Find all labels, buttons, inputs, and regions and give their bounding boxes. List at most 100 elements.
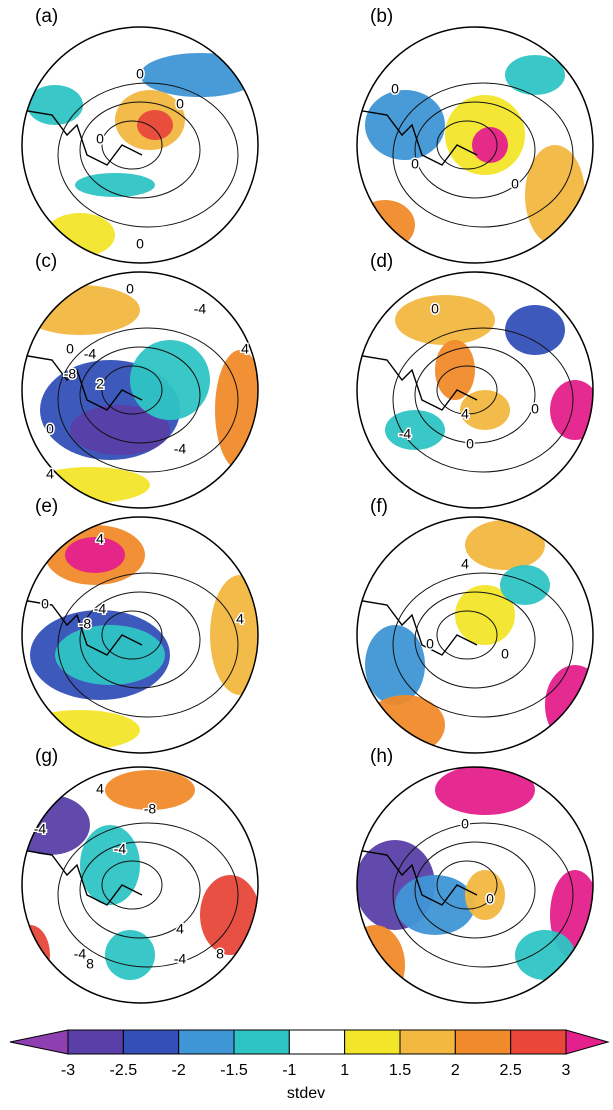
contour-label: 4 (96, 781, 104, 797)
panel-label: (c) (35, 251, 57, 272)
colorbar-tick-label: 2.5 (500, 1062, 522, 1079)
shading (385, 410, 445, 450)
contour-label: 2 (96, 376, 104, 392)
shading (395, 295, 495, 345)
contour-label: -8 (144, 801, 157, 817)
shading (365, 90, 445, 160)
contour-label: 0 (176, 96, 184, 112)
contour-label: -4 (84, 346, 97, 362)
colorbar-segment (179, 1030, 234, 1054)
map-panel (345, 765, 600, 1005)
contour-label: 4 (46, 466, 54, 482)
contour-label: 4 (241, 341, 249, 357)
colorbar-segment (123, 1030, 178, 1054)
shading (505, 305, 565, 355)
contour-label: -8 (64, 366, 77, 382)
map-panel (355, 55, 585, 250)
panel-label: (d) (370, 251, 393, 272)
contour-label: 0 (126, 281, 134, 297)
contour-label: -4 (34, 821, 47, 837)
contour-label: 4 (236, 611, 244, 627)
contour-label: -4 (174, 441, 187, 457)
colorbar-tick-label: -3 (61, 1062, 75, 1079)
contour-label: 0 (531, 401, 539, 417)
contour-label: -4 (174, 951, 187, 967)
contour-label: 0 (461, 816, 469, 832)
figure: stdev (a)0000(b)000(c)0-40-4-82-4044(d)0… (0, 0, 613, 1105)
contour-label: 4 (461, 556, 469, 572)
contour-label: 0 (431, 301, 439, 317)
contour-label: 0 (136, 66, 144, 82)
contour-label: 0 (41, 596, 49, 612)
contour-label: -4 (399, 426, 412, 442)
map-panel (22, 53, 260, 257)
colorbar-tick-label: 3 (562, 1062, 571, 1079)
contour-label: 0 (486, 891, 494, 907)
shading (472, 127, 508, 163)
colorbar-tick-label: -2.5 (110, 1062, 138, 1079)
shading (210, 575, 270, 695)
contour-label: -4 (94, 601, 107, 617)
contour-label: 0 (466, 436, 474, 452)
shading (140, 53, 260, 97)
shading (505, 55, 565, 95)
colorbar-segment (345, 1030, 400, 1054)
panel-label: (b) (370, 6, 393, 27)
panel-label: (g) (35, 746, 58, 767)
contour-label: 0 (511, 176, 519, 192)
contour-label: 0 (136, 236, 144, 252)
shading (355, 200, 415, 250)
shading (435, 765, 535, 815)
shading (65, 537, 125, 573)
shading (465, 870, 505, 920)
colorbar-tick-label: -1 (282, 1062, 296, 1079)
contour-label: 0 (391, 81, 399, 97)
shading (515, 930, 575, 980)
shading (545, 665, 605, 745)
shading (20, 285, 140, 335)
colorbar-segment (289, 1030, 344, 1054)
colorbar-segment (68, 1030, 123, 1054)
panel-label: (e) (35, 496, 58, 517)
contour-label: 0 (96, 131, 104, 147)
contour-label: -4 (114, 841, 127, 857)
contour-label: 0 (46, 421, 54, 437)
colorbar-tick-label: 1 (340, 1062, 349, 1079)
colorbar-segment (566, 1030, 608, 1054)
panel-label: (h) (370, 746, 393, 767)
contour-label: 0 (501, 646, 509, 662)
colorbar-tick-label: 1.5 (389, 1062, 411, 1079)
shading (137, 110, 173, 140)
contour-label: 0 (66, 341, 74, 357)
colorbar-segment (400, 1030, 455, 1054)
contour-label: 4 (176, 921, 184, 937)
colorbar-segment (10, 1030, 68, 1054)
shading (10, 925, 50, 985)
colorbar-tick-label: -1.5 (220, 1062, 248, 1079)
contour-label: -4 (194, 301, 207, 317)
shading (200, 875, 260, 955)
contour-label: 0 (411, 156, 419, 172)
contour-label: 8 (86, 956, 94, 972)
colorbar-tick-label: 2 (451, 1062, 460, 1079)
colorbar-segment (455, 1030, 510, 1054)
shading (435, 340, 475, 400)
contour-label: 8 (216, 946, 224, 962)
shading (345, 925, 405, 1005)
contour-label: 4 (461, 406, 469, 422)
contour-label: 4 (96, 531, 104, 547)
contour-label: -4 (74, 946, 87, 962)
panel-label: (a) (35, 6, 58, 27)
contour-label: -8 (79, 616, 92, 632)
shading (10, 795, 90, 855)
shading (465, 520, 545, 570)
shading (20, 710, 140, 750)
colorbar-label: stdev (287, 1085, 325, 1102)
map-panel (357, 520, 605, 755)
map-panel (20, 525, 270, 750)
contour-label: 0 (426, 636, 434, 652)
colorbar-segment (234, 1030, 289, 1054)
map-panel (357, 295, 600, 472)
map-panel (20, 285, 265, 503)
colorbar-tick-label: -2 (172, 1062, 186, 1079)
